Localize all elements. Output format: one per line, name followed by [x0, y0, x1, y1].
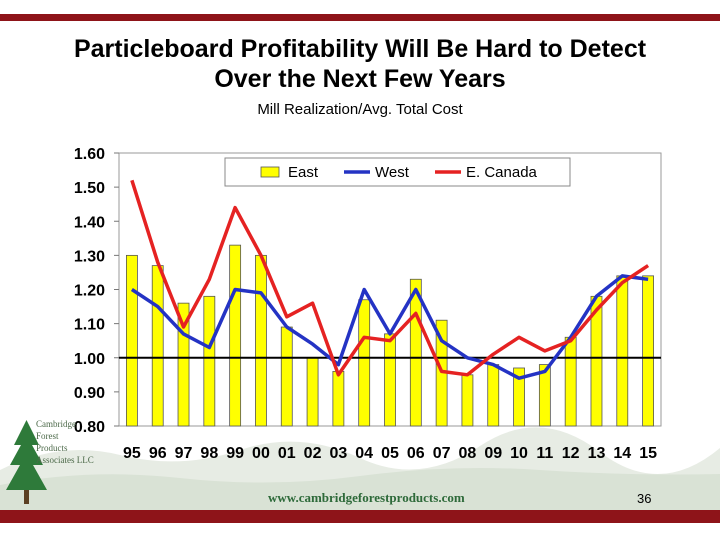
series-line-e-canada — [130, 179, 650, 377]
tree-logo-icon — [6, 420, 47, 504]
bottom-accent-bar — [0, 510, 720, 523]
hills-decoration-front — [0, 468, 720, 510]
bar-east — [358, 299, 371, 427]
legend-label: East — [288, 164, 319, 181]
bar-east — [280, 326, 293, 427]
chart-subtitle: Mill Realization/Avg. Total Cost — [257, 101, 463, 118]
title-line-1: Particleboard Profitability Will Be Hard… — [73, 35, 647, 63]
y-tick-label: 1.40 — [74, 214, 105, 231]
x-tick-label: 10 — [510, 445, 528, 462]
x-tick-label: 01 — [278, 445, 296, 462]
bar-east — [229, 244, 242, 427]
legend-label: West — [375, 164, 410, 181]
bar-east — [255, 254, 267, 427]
bar-east — [538, 364, 551, 427]
x-tick-label: 13 — [588, 445, 606, 462]
x-tick-label: 00 — [252, 445, 270, 462]
top-accent-bar — [0, 14, 720, 21]
bar-east — [306, 357, 319, 427]
website-link[interactable]: www.cambridgeforestproducts.com — [268, 490, 465, 505]
x-tick-label: 99 — [226, 445, 244, 462]
x-tick-label: 96 — [149, 445, 167, 462]
title-line-2: Over the Next Few Years — [214, 65, 506, 93]
x-tick-label: 06 — [407, 445, 425, 462]
x-tick-label: 07 — [433, 445, 451, 462]
bar-east — [384, 333, 396, 427]
y-tick-label: 0.90 — [74, 385, 105, 402]
bar-east — [409, 278, 422, 427]
y-tick-label: 1.20 — [74, 283, 105, 300]
bar-east — [513, 367, 525, 427]
bar-east — [151, 265, 164, 427]
x-tick-label: 14 — [613, 445, 631, 462]
bar-east — [564, 336, 577, 427]
bar-east — [177, 302, 190, 427]
bar-east — [332, 370, 345, 427]
x-tick-label: 98 — [200, 445, 218, 462]
x-tick-label: 11 — [536, 445, 553, 462]
x-tick-label: 15 — [639, 445, 657, 462]
series-line-west — [130, 274, 649, 380]
x-tick-label: 03 — [329, 445, 347, 462]
bar-east — [616, 275, 629, 427]
x-tick-label: 08 — [459, 445, 477, 462]
legend-swatch-bar — [260, 166, 280, 178]
y-tick-label: 1.60 — [74, 146, 105, 163]
y-tick-label: 1.30 — [74, 248, 105, 265]
x-tick-label: 05 — [381, 445, 399, 462]
legend-box — [224, 157, 571, 187]
legend-label: E. Canada — [466, 164, 538, 181]
x-tick-label: 09 — [484, 445, 502, 462]
y-tick-label: 1.00 — [74, 351, 105, 368]
y-tick-label: 1.10 — [74, 317, 105, 334]
x-tick-label: 97 — [175, 445, 193, 462]
x-tick-label: 12 — [562, 445, 580, 462]
y-tick-label: 1.50 — [74, 180, 105, 197]
y-tick-label: 0.80 — [74, 419, 105, 436]
bar-east — [642, 275, 654, 427]
slide-title: Particleboard Profitability Will Be Hard… — [0, 34, 720, 94]
plot-area: 0.80 0.90 1.00 1.10 1.20 1.30 1.40 1.50 1.60 95 96… — [74, 146, 662, 462]
bar-east — [487, 364, 500, 427]
slide-number: 36 — [637, 491, 652, 506]
x-tick-label: 04 — [355, 445, 373, 462]
bar-east — [126, 254, 138, 427]
x-tick-label: 02 — [304, 445, 322, 462]
x-tick-label: 95 — [123, 445, 141, 462]
company-logo-text: Cambridge Forest Products Associates LLC — [36, 419, 94, 465]
bar-east — [461, 374, 474, 427]
bar-east — [203, 295, 216, 427]
